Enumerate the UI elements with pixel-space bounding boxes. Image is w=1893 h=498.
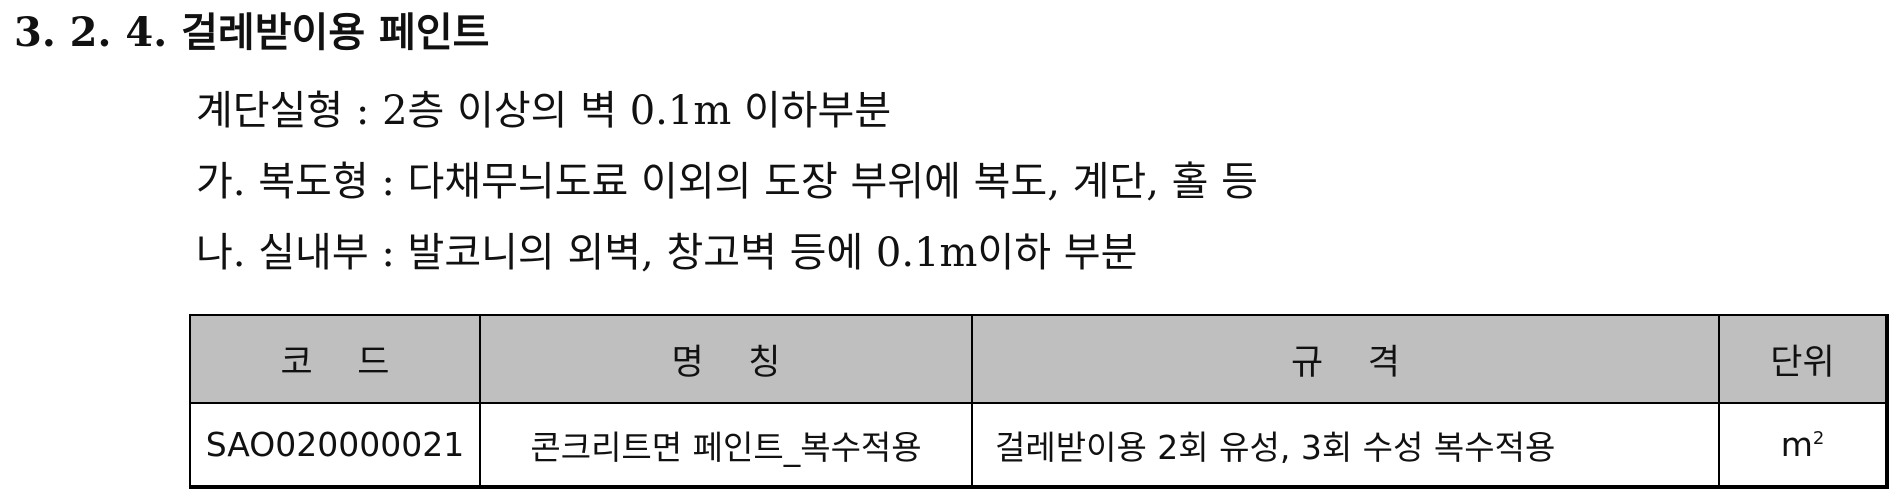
unit-exponent: 2 [1812,428,1825,449]
section-number: 3. 2. 4. [14,9,168,56]
description-line-1: 계단실형 : 2층 이상의 벽 0.1m 이하부분 [196,88,892,134]
description-line-2: 가. 복도형 : 다채무늬도료 이외의 도장 부위에 복도, 계단, 홀 등 [196,159,1258,205]
header-unit: 단위 [1718,314,1888,404]
unit-base: m [1780,425,1813,464]
cell-code: SAO020000021 [189,402,481,488]
header-name: 명 칭 [479,314,973,404]
table-row: SAO020000021 콘크리트면 페인트_복수적용 걸레받이용 2회 유성,… [189,402,1888,488]
header-spec: 규 격 [971,314,1720,404]
cell-unit: m2 [1718,402,1888,488]
spec-table: 코 드 명 칭 규 격 단위 SAO020000021 콘크리트면 페인트_복수… [189,314,1889,489]
section-title: 걸레받이용 페인트 [181,9,490,56]
table-header-row: 코 드 명 칭 규 격 단위 [189,314,1888,404]
cell-spec: 걸레받이용 2회 유성, 3회 수성 복수적용 [971,402,1720,488]
description-line-3: 나. 실내부 : 발코니의 외벽, 창고벽 등에 0.1m이하 부분 [196,230,1138,276]
header-code: 코 드 [189,314,481,404]
cell-name: 콘크리트면 페인트_복수적용 [479,402,973,488]
section-heading: 3. 2. 4. 걸레받이용 페인트 [14,6,489,60]
